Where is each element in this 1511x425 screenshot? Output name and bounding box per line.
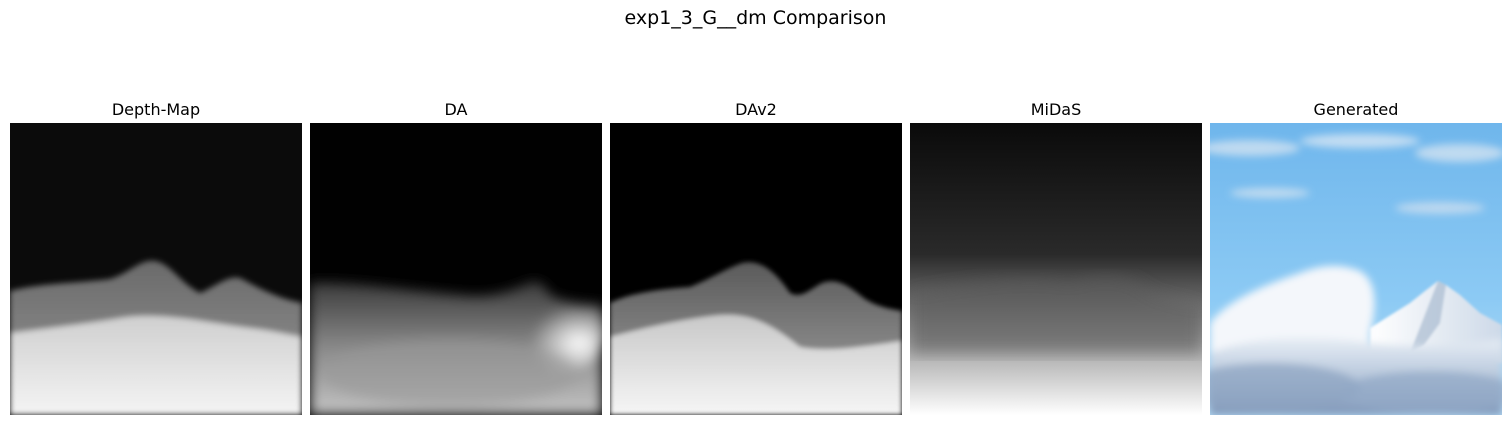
panel-da: DA [310,99,602,415]
midas-depth-image [910,123,1202,415]
panel-title-depth-map: Depth-Map [111,100,201,119]
panel-title-da: DA [444,100,468,119]
panel-title-midas: MiDaS [1030,100,1082,119]
panel-generated: Generated [1210,99,1502,415]
generated-mountain-photo [1210,123,1502,415]
depth-anything-v2-image [610,123,902,415]
panel-depth-map: Depth-Map [10,99,302,415]
figure-title: exp1_3_G__dm Comparison [624,7,887,29]
panel-title-generated: Generated [1313,100,1399,119]
panel-title-dav2: DAv2 [735,100,777,119]
panel-midas: MiDaS [910,99,1202,415]
panel-dav2: DAv2 [610,99,902,415]
depth-map-image [10,123,302,415]
depth-anything-image [310,123,602,415]
